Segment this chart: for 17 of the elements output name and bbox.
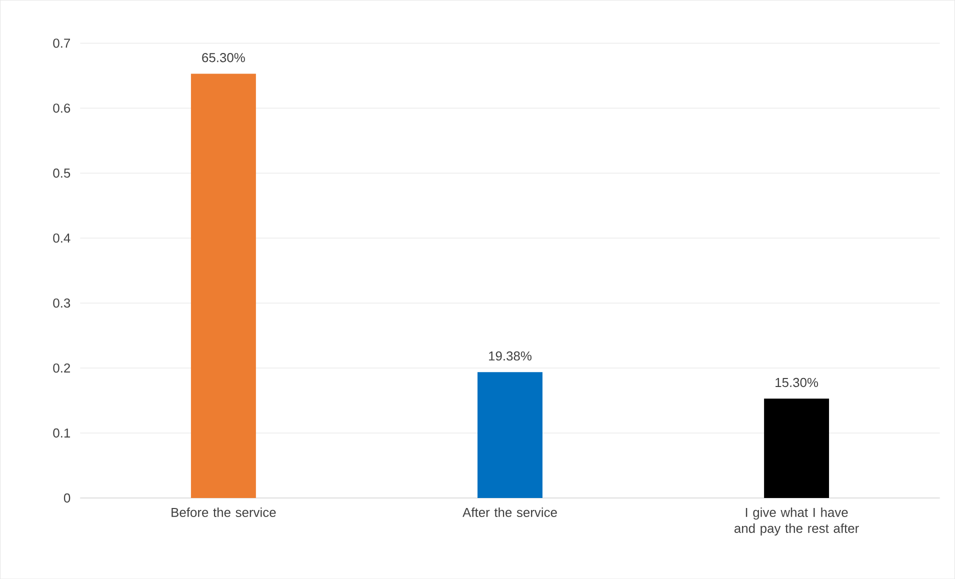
data-label: 15.30% [776,378,818,387]
bar [764,398,830,498]
y-tick-label: 0 [64,493,70,502]
y-tick-label: 0.3 [53,298,70,308]
y-tick-label: 0.5 [53,168,70,178]
bar [190,74,256,498]
x-tick-label: I give what I have and pay the rest after [734,507,859,536]
bar [478,372,542,498]
y-tick-label: 0.6 [53,103,70,113]
y-tick-label: 0.1 [53,428,70,438]
x-tick-label: After the service [462,507,557,517]
y-tick-label: 0.4 [53,233,70,243]
x-tick-label: Before the service [172,507,276,517]
data-label: 19.38% [489,351,532,360]
y-tick-label: 0.2 [53,363,70,373]
data-label: 65.30% [202,52,245,62]
y-tick-label: 0.7 [53,38,70,48]
